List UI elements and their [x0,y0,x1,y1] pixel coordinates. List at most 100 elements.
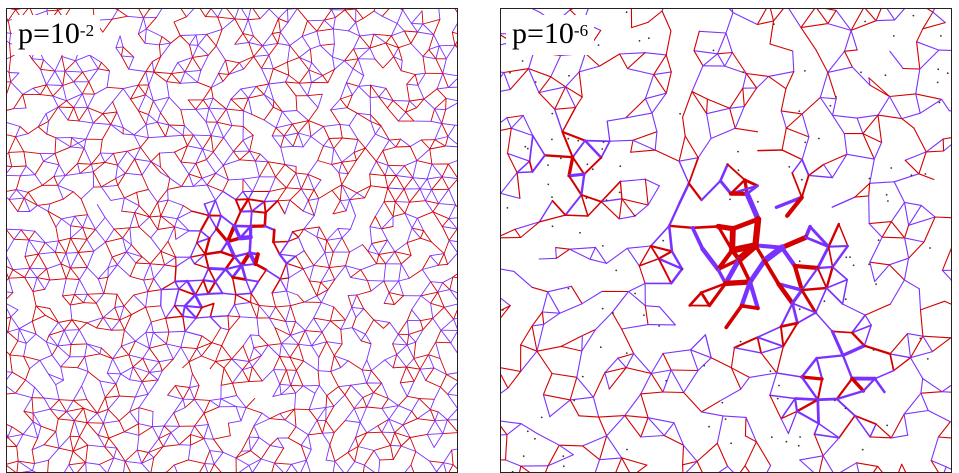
network-edge [364,333,372,345]
network-edge [133,134,149,139]
network-edge [164,256,177,266]
network-edge [54,251,67,254]
network-edge [145,291,149,308]
network-edge [918,151,927,175]
network-edge [364,147,377,162]
network-edge [152,100,161,114]
network-edge [774,195,804,210]
network-edge [309,280,318,297]
network-edge [663,434,685,446]
network-edge [667,224,694,230]
network-edge [204,463,215,465]
network-edge [54,240,59,253]
network-edge [45,84,64,86]
network-edge [395,165,405,176]
network-edge [801,158,810,177]
network-edge [8,277,14,294]
network-edge [411,295,422,311]
network-edge [104,446,115,459]
network-edge [431,176,443,191]
network-edge [209,315,229,318]
network-edge [140,146,152,163]
network-edge [393,56,402,72]
network-edge [640,417,649,438]
network-edge [357,139,366,149]
network-edge [374,133,390,141]
network-edge [184,71,199,83]
network-edge [528,160,534,173]
network-edge [242,97,249,112]
network-edge [707,281,728,308]
network-edge [854,414,871,438]
network-edge [869,436,892,439]
network-edge [417,72,426,86]
network-edge [429,409,439,413]
network-edge [309,48,313,64]
network-edge [170,73,181,84]
network-edge [631,21,649,29]
network-edge [46,120,49,135]
network-edge [86,228,96,240]
network-edge [388,280,400,294]
network-edge [621,328,635,355]
network-edge [424,200,434,213]
network-edge [83,147,92,165]
network-edge [82,226,88,240]
network-edge [275,111,283,129]
rattler-dot [526,147,529,150]
network-edge [355,18,364,23]
network-edge [263,200,279,203]
network-edge [53,164,60,177]
network-edge [351,85,360,96]
network-edge [239,250,252,268]
network-edge [45,341,53,356]
network-edge [125,251,137,264]
network-edge [143,263,151,281]
network-edge [69,252,79,269]
network-edge [621,457,648,466]
rattler-dot [849,256,851,258]
network-edge [124,314,132,331]
rattler-dot [551,196,553,199]
network-edge [915,68,921,95]
network-edge [286,277,290,292]
network-edge [148,332,154,349]
network-edge [394,424,404,434]
network-edge [416,217,425,232]
network-edge [100,186,112,201]
network-edge [634,204,649,217]
network-edge [79,171,94,174]
network-edge [555,247,557,259]
network-edge [208,107,218,123]
network-edge [343,60,354,70]
network-edge [329,306,335,322]
network-edge [436,88,447,99]
network-edge [881,221,892,238]
network-edge [268,9,279,19]
rattler-dot [511,470,514,472]
network-edge [630,139,634,153]
network-edge [57,411,67,420]
network-edge [395,175,414,179]
network-edge [443,449,453,464]
network-edge [176,205,184,220]
network-edge [69,266,88,269]
network-edge [215,164,224,174]
network-edge [253,425,260,438]
network-edge [403,177,414,190]
network-edge [413,354,429,359]
network-edge [225,239,237,259]
network-edge [86,266,99,280]
network-edge [916,41,940,51]
network-edge [70,146,85,149]
network-edge [218,59,226,74]
rattler-dot [721,401,724,404]
network-edge [178,444,191,446]
network-edge [8,269,14,279]
network-edge [538,86,567,94]
network-edge [148,370,163,373]
network-edge [134,146,141,160]
network-edge [152,332,167,345]
network-edge [800,288,818,315]
network-edge [744,441,757,467]
